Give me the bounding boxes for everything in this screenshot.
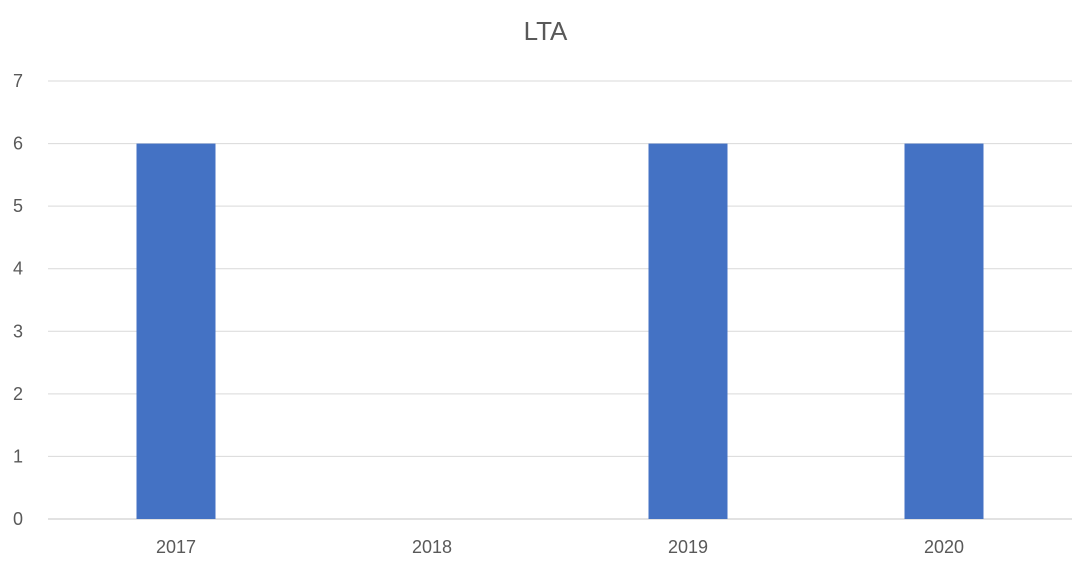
y-tick-label: 4 (13, 259, 23, 279)
y-tick-label: 6 (13, 134, 23, 154)
x-tick-label: 2020 (924, 537, 964, 557)
y-tick-label: 0 (13, 509, 23, 529)
y-tick-label: 3 (13, 321, 23, 341)
bar-2020 (904, 143, 984, 520)
x-tick-label: 2019 (668, 537, 708, 557)
y-tick-label: 5 (13, 196, 23, 216)
x-tick-label: 2017 (156, 537, 196, 557)
y-tick-label: 2 (13, 384, 23, 404)
y-tick-label: 7 (13, 71, 23, 91)
y-tick-label: 1 (13, 446, 23, 466)
x-tick-label: 2018 (412, 537, 452, 557)
chart-title: LTA (523, 16, 568, 46)
bar-2017 (136, 143, 216, 520)
bar-2019 (648, 143, 728, 520)
